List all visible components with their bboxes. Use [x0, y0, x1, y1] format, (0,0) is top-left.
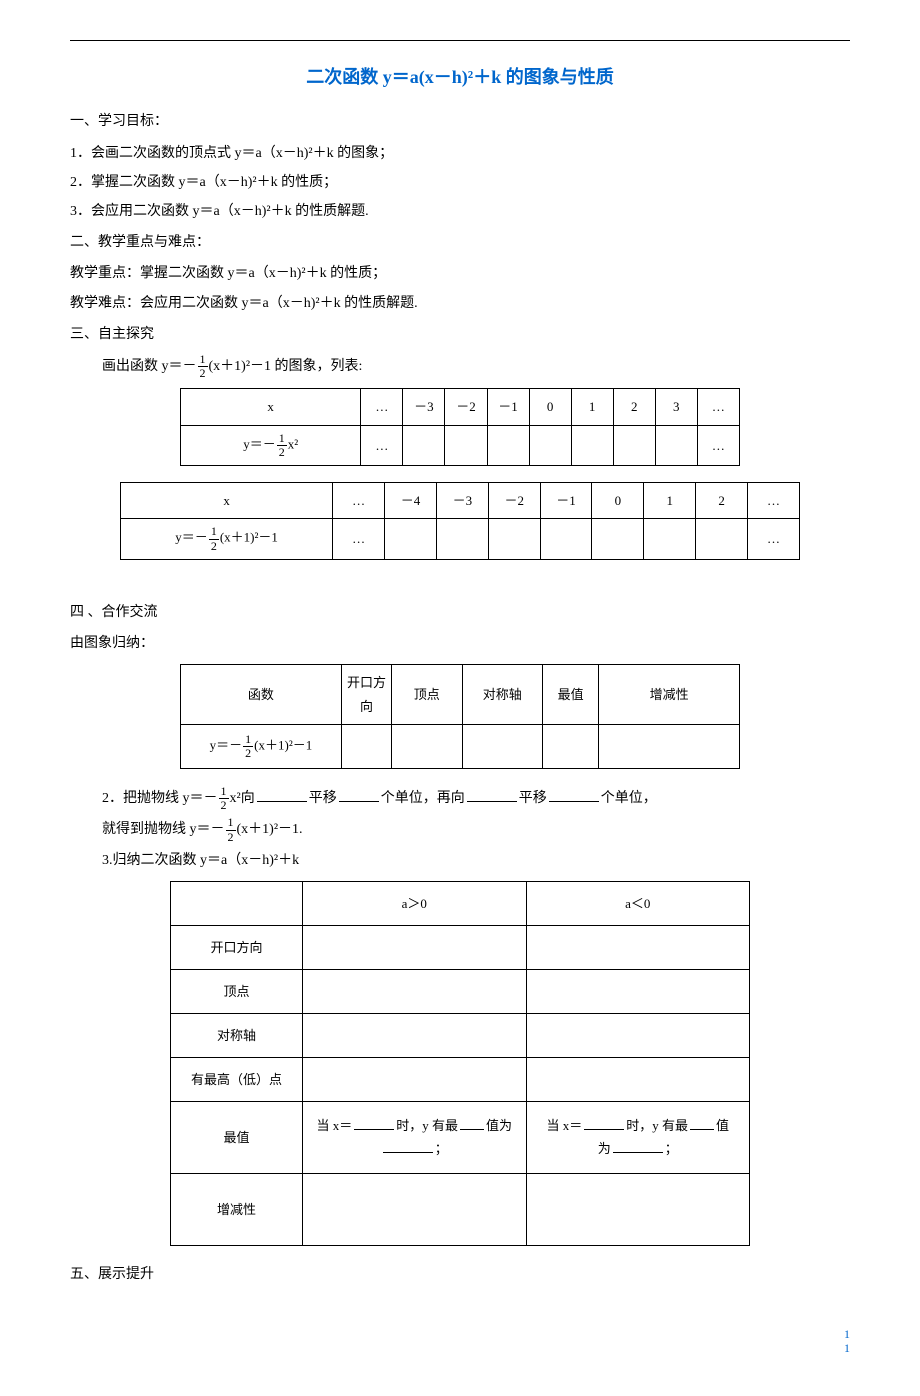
frac-half-5: 12	[219, 785, 229, 812]
sec1-item-1: 1．会画二次函数的顶点式 y＝a（x－h)²＋k 的图象；	[70, 141, 850, 166]
t4-r1: 开口方向	[171, 925, 750, 969]
q2-line1: 2．把抛物线 y＝－12x²向平移个单位，再向平移个单位，	[70, 785, 850, 812]
frac-half-4: 12	[243, 733, 253, 760]
table-1-row-2: y＝－12x² … …	[181, 425, 740, 465]
page-footer: 1 1	[70, 1327, 850, 1356]
frac-half-2: 12	[277, 432, 287, 459]
table-3: 函数 开口方向 顶点 对称轴 最值 增减性 y＝－12(x＋1)²－1	[180, 664, 740, 769]
t4-minval-1: 当 x＝时，y 有最值为；	[303, 1101, 526, 1173]
table-4: a＞0 a＜0 开口方向 顶点 对称轴 有最高（低）点 最值 当 x＝时，y 有…	[170, 881, 750, 1246]
t4-minval-2: 当 x＝时，y 有最值为；	[526, 1101, 749, 1173]
blank-4	[549, 788, 599, 802]
t4-r3: 对称轴	[171, 1013, 750, 1057]
blank-10	[613, 1139, 663, 1153]
sec3-draw: 画出函数 y＝－12(x＋1)²－1 的图象，列表:	[70, 353, 850, 380]
frac-half-6: 12	[226, 816, 236, 843]
blank-3	[467, 788, 517, 802]
blank-1	[257, 788, 307, 802]
page-title: 二次函数 y＝a(x－h)²＋k 的图象与性质	[70, 61, 850, 93]
t4-r5: 最值 当 x＝时，y 有最值为； 当 x＝时，y 有最值为；	[171, 1101, 750, 1173]
sec4-sub: 由图象归纳：	[70, 631, 850, 656]
table-3-head: 函数 开口方向 顶点 对称轴 最值 增减性	[181, 665, 740, 725]
frac-half-3: 12	[209, 525, 219, 552]
sec2-heading: 二、教学重点与难点：	[70, 230, 850, 255]
q2-line2: 就得到抛物线 y＝－12(x＋1)²－1.	[70, 816, 850, 843]
t3-fn: y＝－12(x＋1)²－1	[181, 724, 342, 768]
blank-2	[339, 788, 379, 802]
table-2: x … －4 －3 －2 －1 0 1 2 … y＝－12(x＋1)²－1 … …	[120, 482, 800, 560]
sec5-heading: 五、展示提升	[70, 1262, 850, 1287]
sec1-heading: 一、学习目标：	[70, 109, 850, 134]
sec4-heading: 四 、合作交流	[70, 600, 850, 625]
sec2-p1: 教学重点：掌握二次函数 y＝a（x－h)²＋k 的性质；	[70, 261, 850, 286]
t2-y: y＝－12(x＋1)²－1	[121, 519, 333, 559]
draw-prefix: 画出函数 y＝－	[102, 359, 197, 374]
draw-suffix: (x＋1)²－1 的图象，列表:	[209, 359, 363, 374]
table-3-row: y＝－12(x＋1)²－1	[181, 724, 740, 768]
blank-7	[383, 1139, 433, 1153]
sec1-item-3: 3．会应用二次函数 y＝a（x－h)²＋k 的性质解题.	[70, 199, 850, 224]
t4-head: a＞0 a＜0	[171, 881, 750, 925]
t4-r6: 增减性	[171, 1173, 750, 1245]
top-rule	[70, 40, 850, 41]
sec1-item-2: 2．掌握二次函数 y＝a（x－h)²＋k 的性质；	[70, 170, 850, 195]
t1-x: x	[181, 389, 361, 425]
table-1-row-1: x … －3 －2 －1 0 1 2 3 …	[181, 389, 740, 425]
t4-r4: 有最高（低）点	[171, 1057, 750, 1101]
frac-half-1: 12	[198, 353, 208, 380]
sec3-heading: 三、自主探究	[70, 322, 850, 347]
sec2-p2: 教学难点：会应用二次函数 y＝a（x－h)²＋k 的性质解题.	[70, 291, 850, 316]
table-1: x … －3 －2 －1 0 1 2 3 … y＝－12x² … …	[180, 388, 740, 466]
q3: 3.归纳二次函数 y＝a（x－h)²＋k	[70, 848, 850, 873]
t1-y: y＝－12x²	[181, 425, 361, 465]
blank-5	[354, 1116, 394, 1130]
t4-r2: 顶点	[171, 969, 750, 1013]
table-2-row-1: x … －4 －3 －2 －1 0 1 2 …	[121, 483, 800, 519]
blank-8	[584, 1116, 624, 1130]
table-2-row-2: y＝－12(x＋1)²－1 … …	[121, 519, 800, 559]
blank-9	[690, 1116, 714, 1130]
blank-6	[460, 1116, 484, 1130]
